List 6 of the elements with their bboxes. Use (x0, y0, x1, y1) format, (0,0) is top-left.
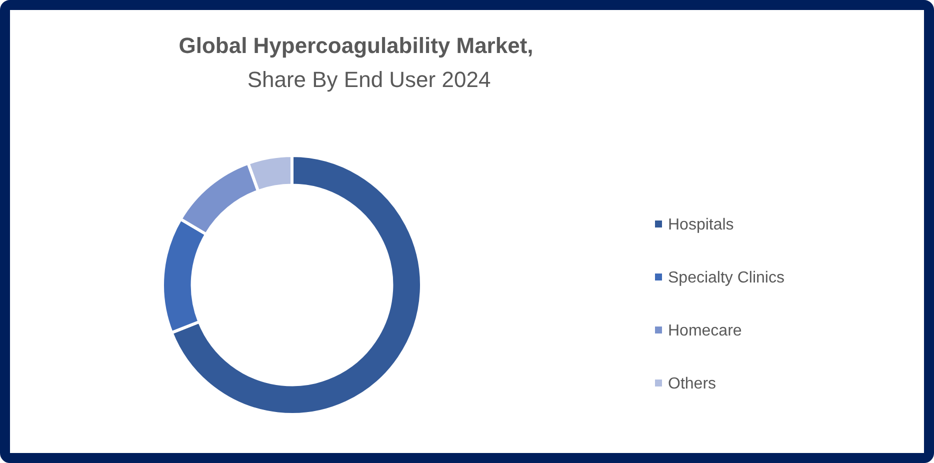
legend-label: Hospitals (668, 216, 734, 234)
legend-label: Homecare (668, 322, 742, 340)
chart-subtitle: Share By End User 2024 (247, 67, 491, 92)
legend-label: Others (668, 375, 716, 392)
chart-title: Global Hypercoagulability Market, (178, 33, 534, 58)
legend-label: Specialty Clinics (668, 269, 784, 286)
